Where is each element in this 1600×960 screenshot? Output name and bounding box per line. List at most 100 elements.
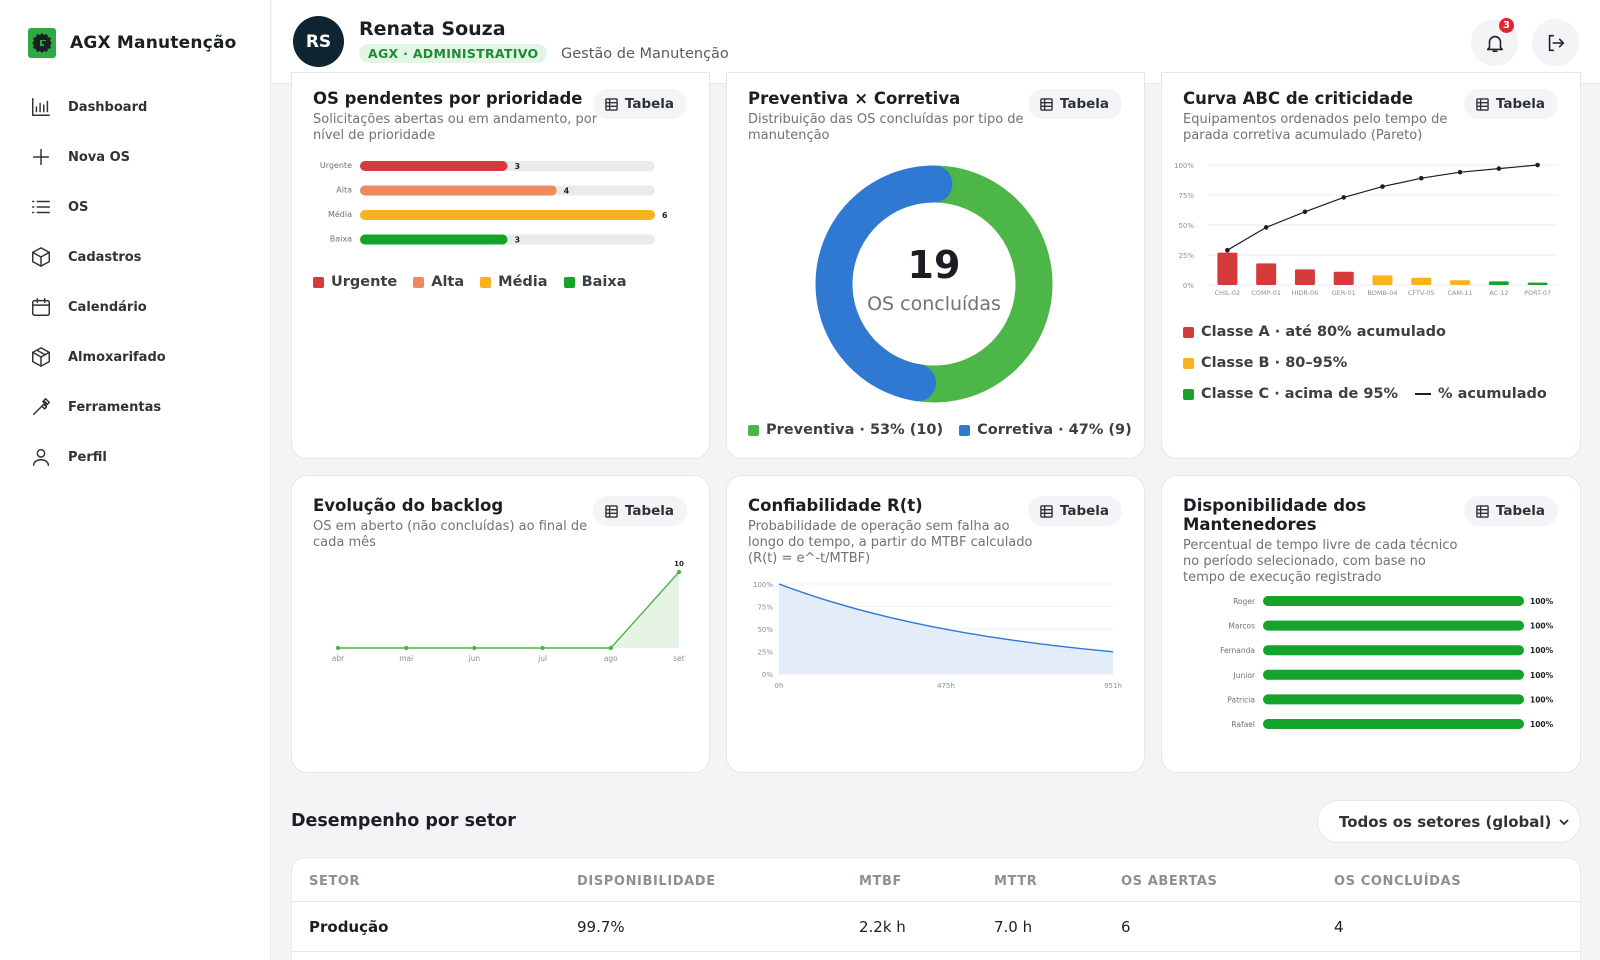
logout-button[interactable] — [1532, 19, 1579, 66]
bar-chart-icon — [32, 98, 50, 116]
notification-count-badge: 3 — [1499, 18, 1514, 33]
avatar[interactable]: RS — [293, 16, 344, 67]
y-tick-label: 75% — [1178, 192, 1194, 200]
backlog-point — [404, 645, 409, 651]
calendar-icon — [32, 298, 50, 316]
notifications-button[interactable]: 3 — [1471, 18, 1518, 66]
column-header[interactable]: MTTR — [994, 874, 1038, 889]
chevron-down-icon — [1559, 819, 1569, 826]
table-view-button[interactable]: Tabela — [592, 89, 687, 119]
legend-label: Média — [498, 274, 548, 290]
cumulative-point — [1457, 169, 1463, 175]
card-title: Confiabilidade R(t) — [748, 496, 923, 515]
bar-marcos — [1263, 620, 1524, 631]
sidebar-item-label: Perfil — [68, 449, 107, 465]
x-tick-label: jun — [468, 654, 481, 663]
column-header[interactable]: DISPONIBILIDADE — [577, 874, 716, 889]
x-tick-label: ago — [604, 654, 618, 663]
sidebar-item-ferramentas[interactable]: Ferramentas — [0, 382, 270, 432]
bar-port-07 — [1527, 282, 1548, 285]
sidebar-item-cadastros[interactable]: Cadastros — [0, 232, 270, 282]
bar-baixa — [360, 234, 508, 245]
sidebar-item-almoxarifado[interactable]: Almoxarifado — [0, 332, 270, 382]
sidebar-item-label: Cadastros — [68, 249, 142, 265]
category-label: Baixa — [330, 235, 352, 244]
legend-swatch — [959, 424, 971, 436]
column-header[interactable]: SETOR — [309, 874, 361, 889]
card-backlog: Evolução do backlog OS em aberto (não co… — [291, 475, 710, 773]
y-tick-label: 0% — [762, 671, 773, 679]
backlog-point — [676, 569, 682, 575]
card-pendentes-prioridade: OS pendentes por prioridade Solicitações… — [291, 72, 710, 459]
legend-item-baixa: Baixa — [563, 274, 627, 290]
card-title: Curva ABC de criticidade — [1183, 89, 1414, 108]
column-header[interactable]: MTBF — [859, 874, 902, 889]
category-label: Urgente — [320, 161, 352, 170]
brand[interactable]: AGX Manutenção — [28, 28, 237, 58]
package-icon — [32, 347, 50, 367]
y-tick-label: 75% — [757, 604, 773, 612]
legend-swatch — [313, 276, 324, 288]
sidebar-item-perfil[interactable]: Perfil — [0, 432, 270, 482]
bar-bomb-04 — [1372, 275, 1393, 285]
reliability-area — [779, 584, 1113, 674]
bar-média — [360, 210, 655, 220]
x-tick-label: 475h — [937, 682, 955, 690]
x-tick-label: mai — [399, 654, 413, 663]
table-icon — [1476, 97, 1489, 111]
data-label: 10 — [674, 560, 684, 568]
user-icon — [32, 448, 50, 466]
x-tick-label: abr — [332, 654, 345, 663]
cumulative-line — [1227, 164, 1538, 251]
table-button-label: Tabela — [1059, 503, 1109, 519]
data-label: 100% — [1530, 597, 1554, 606]
legend-swatch — [480, 276, 492, 288]
data-label: 6 — [662, 211, 668, 220]
x-tick-label: PORT-07 — [1524, 289, 1551, 297]
category-label: Rafael — [1231, 720, 1255, 729]
user-name: Renata Souza — [359, 18, 506, 40]
data-label: 100% — [1530, 695, 1554, 704]
table-icon — [1040, 504, 1053, 518]
backlog-point — [472, 645, 477, 651]
table-cell: 4 — [1334, 918, 1344, 936]
bar-ac-12 — [1488, 281, 1509, 285]
sector-select[interactable]: Todos os setores (global) — [1317, 800, 1581, 843]
table-icon — [605, 504, 618, 518]
card-title: Disponibilidade dos Mantenedores — [1183, 496, 1367, 534]
cumulative-point — [1302, 209, 1308, 215]
card-description: OS em aberto (não concluídas) ao final d… — [313, 519, 588, 550]
sidebar-item-label: Calendário — [68, 299, 147, 315]
sidebar-item-dashboard[interactable]: Dashboard — [0, 82, 270, 132]
card-description: Percentual de tempo livre de cada técnic… — [1183, 538, 1458, 585]
sidebar-item-nova-os[interactable]: Nova OS — [0, 132, 270, 182]
bar-patricia — [1263, 694, 1524, 705]
reliability-line — [778, 583, 1114, 653]
y-tick-label: 50% — [1178, 222, 1194, 230]
column-header[interactable]: OS ABERTAS — [1121, 874, 1218, 889]
sidebar-item-calendario[interactable]: Calendário — [0, 282, 270, 332]
legend-item-media: Média — [480, 274, 548, 290]
table-view-button[interactable]: Tabela — [1027, 89, 1122, 119]
table-view-button[interactable]: Tabela — [1463, 496, 1558, 526]
card-description: Distribuição das OS concluídas por tipo … — [748, 112, 1024, 143]
bar-ger-01 — [1333, 271, 1354, 285]
backlog-point — [540, 645, 545, 651]
app-name: AGX Manutenção — [70, 33, 237, 53]
sidebar-item-os[interactable]: OS — [0, 182, 270, 232]
legend-label: Classe B · 80–95% — [1201, 355, 1348, 371]
list-icon — [32, 200, 50, 214]
table-view-button[interactable]: Tabela — [592, 496, 687, 526]
category-label: Marcos — [1228, 622, 1255, 631]
column-header[interactable]: OS CONCLUÍDAS — [1334, 874, 1462, 889]
legend-item-classe-b: Classe B · 80–95% — [1183, 355, 1547, 371]
sidebar-item-label: OS — [68, 199, 89, 215]
slice-preventiva — [899, 165, 1053, 403]
legend-item-corretiva: Corretiva · 47% (9) — [959, 422, 1132, 438]
bar-hidr-06 — [1294, 269, 1315, 285]
reliability-area-chart: 0% 25% 50% 75% 100% 0h 475h 951h — [753, 581, 1122, 690]
availability-bar-chart: Roger 100% Marcos 100% Fernanda 100% Junior 100… — [1220, 596, 1554, 729]
table-view-button[interactable]: Tabela — [1027, 496, 1122, 526]
table-view-button[interactable]: Tabela — [1463, 89, 1558, 119]
x-tick-label: AC-12 — [1489, 289, 1509, 297]
